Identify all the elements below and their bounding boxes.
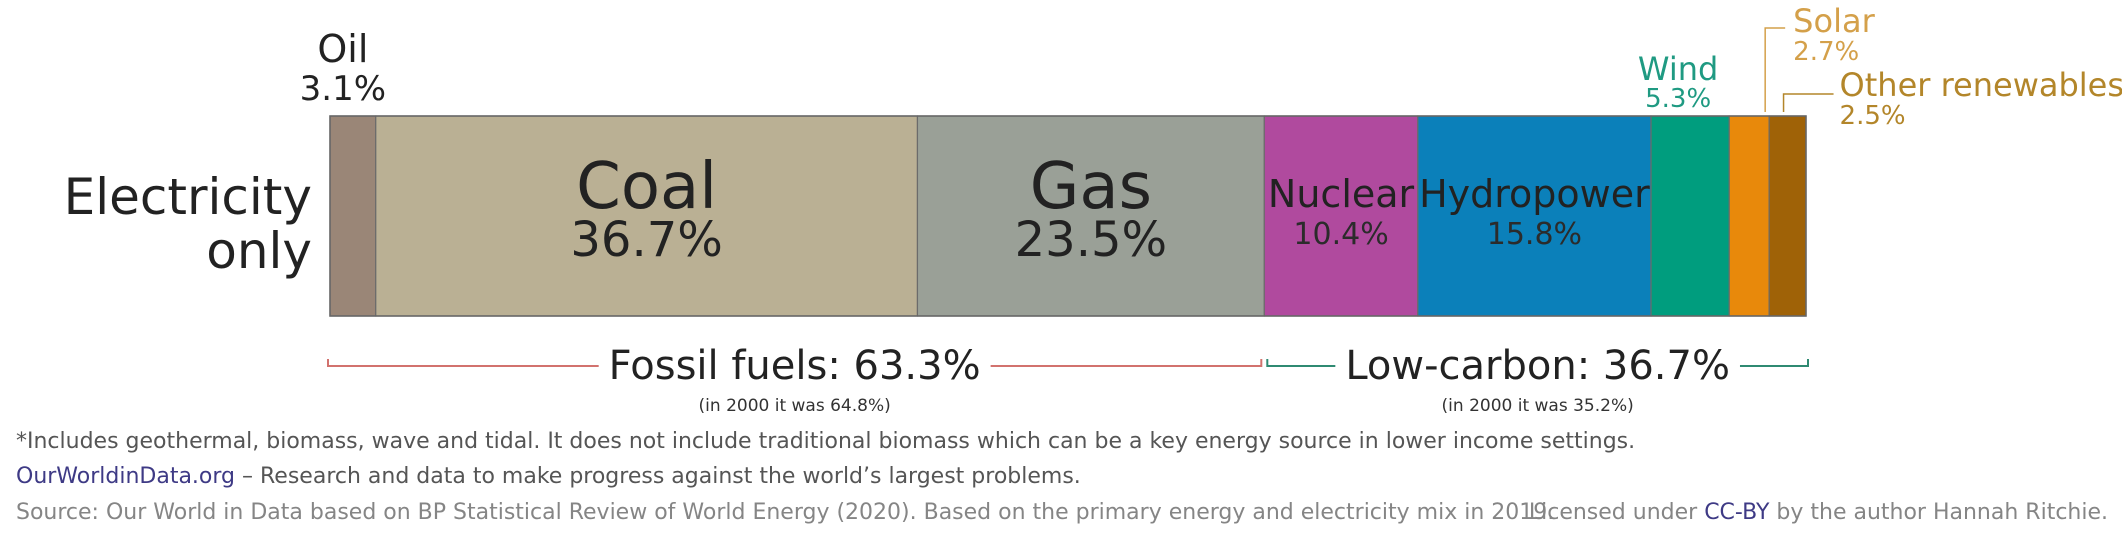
segment-value-coal: 36.7% — [570, 212, 722, 268]
segment-value-solar: 2.7% — [1793, 37, 1859, 67]
leader-line-other-renewables — [1782, 93, 1834, 112]
segment-name-hydropower: Hydropower — [1419, 172, 1650, 216]
group-note-low-carbon: (in 2000 it was 35.2%) — [1442, 396, 1634, 416]
group-brackets: Fossil fuels: 63.3% (in 2000 it was 64.8%… — [327, 343, 1809, 416]
footnote: *Includes geothermal, biomass, wave and … — [16, 429, 1636, 454]
segment-value-wind: 5.3% — [1645, 84, 1711, 114]
group-bracket-low-carbon-right — [1739, 359, 1809, 367]
license-note: Licensed under CC-BY by the author Hanna… — [1529, 500, 2108, 525]
brand-tagline: – Research and data to make progress aga… — [235, 464, 1081, 489]
bar-segment-hydropower — [1417, 115, 1652, 317]
group-note-fossil: (in 2000 it was 64.8%) — [699, 396, 891, 416]
group-bracket-fossil-left — [327, 359, 599, 367]
brand-line: OurWorldinData.org – Research and data t… — [16, 464, 1081, 489]
source-note: Source: Our World in Data based on BP St… — [16, 500, 1555, 525]
segment-value-oil: 3.1% — [300, 69, 386, 109]
bar-outline — [329, 115, 1807, 317]
segment-name-wind: Wind — [1638, 50, 1718, 88]
group-bracket-low-carbon-left — [1266, 359, 1336, 367]
segment-name-oil: Oil — [317, 27, 368, 71]
bar-segment-other-renewables — [1768, 115, 1807, 317]
group-label-low-carbon: Low-carbon: 36.7% — [1345, 343, 1730, 389]
bar-segment-nuclear — [1263, 115, 1419, 317]
category-label-line-2: only — [206, 222, 312, 280]
bar-segment-oil — [329, 115, 377, 317]
license-link[interactable]: CC-BY — [1704, 500, 1770, 525]
group-label-fossil: Fossil fuels: 63.3% — [609, 343, 981, 389]
license-suffix: by the author Hannah Ritchie. — [1769, 500, 2108, 525]
segment-name-nuclear: Nuclear — [1268, 172, 1415, 216]
brand-link[interactable]: OurWorldinData.org — [16, 464, 236, 489]
category-label-line-1: Electricity — [64, 168, 312, 226]
segment-value-other-renewables: 2.5% — [1840, 101, 1906, 131]
segment-name-coal: Coal — [576, 150, 717, 224]
bar-segment-solar — [1728, 115, 1770, 317]
group-bracket-fossil-right — [990, 359, 1263, 367]
bar-segment-gas — [916, 115, 1265, 317]
bar-segment-wind — [1650, 115, 1730, 317]
stacked-bar — [329, 115, 1807, 317]
segment-name-other-renewables: Other renewables* — [1840, 66, 2122, 104]
segment-value-gas: 23.5% — [1015, 212, 1167, 268]
segment-name-solar: Solar — [1793, 2, 1875, 40]
segment-value-nuclear: 10.4% — [1293, 217, 1388, 252]
segment-name-gas: Gas — [1030, 150, 1152, 224]
leader-line-solar — [1764, 27, 1786, 112]
segment-value-hydropower: 15.8% — [1487, 217, 1582, 252]
license-prefix: Licensed under — [1528, 500, 1705, 525]
